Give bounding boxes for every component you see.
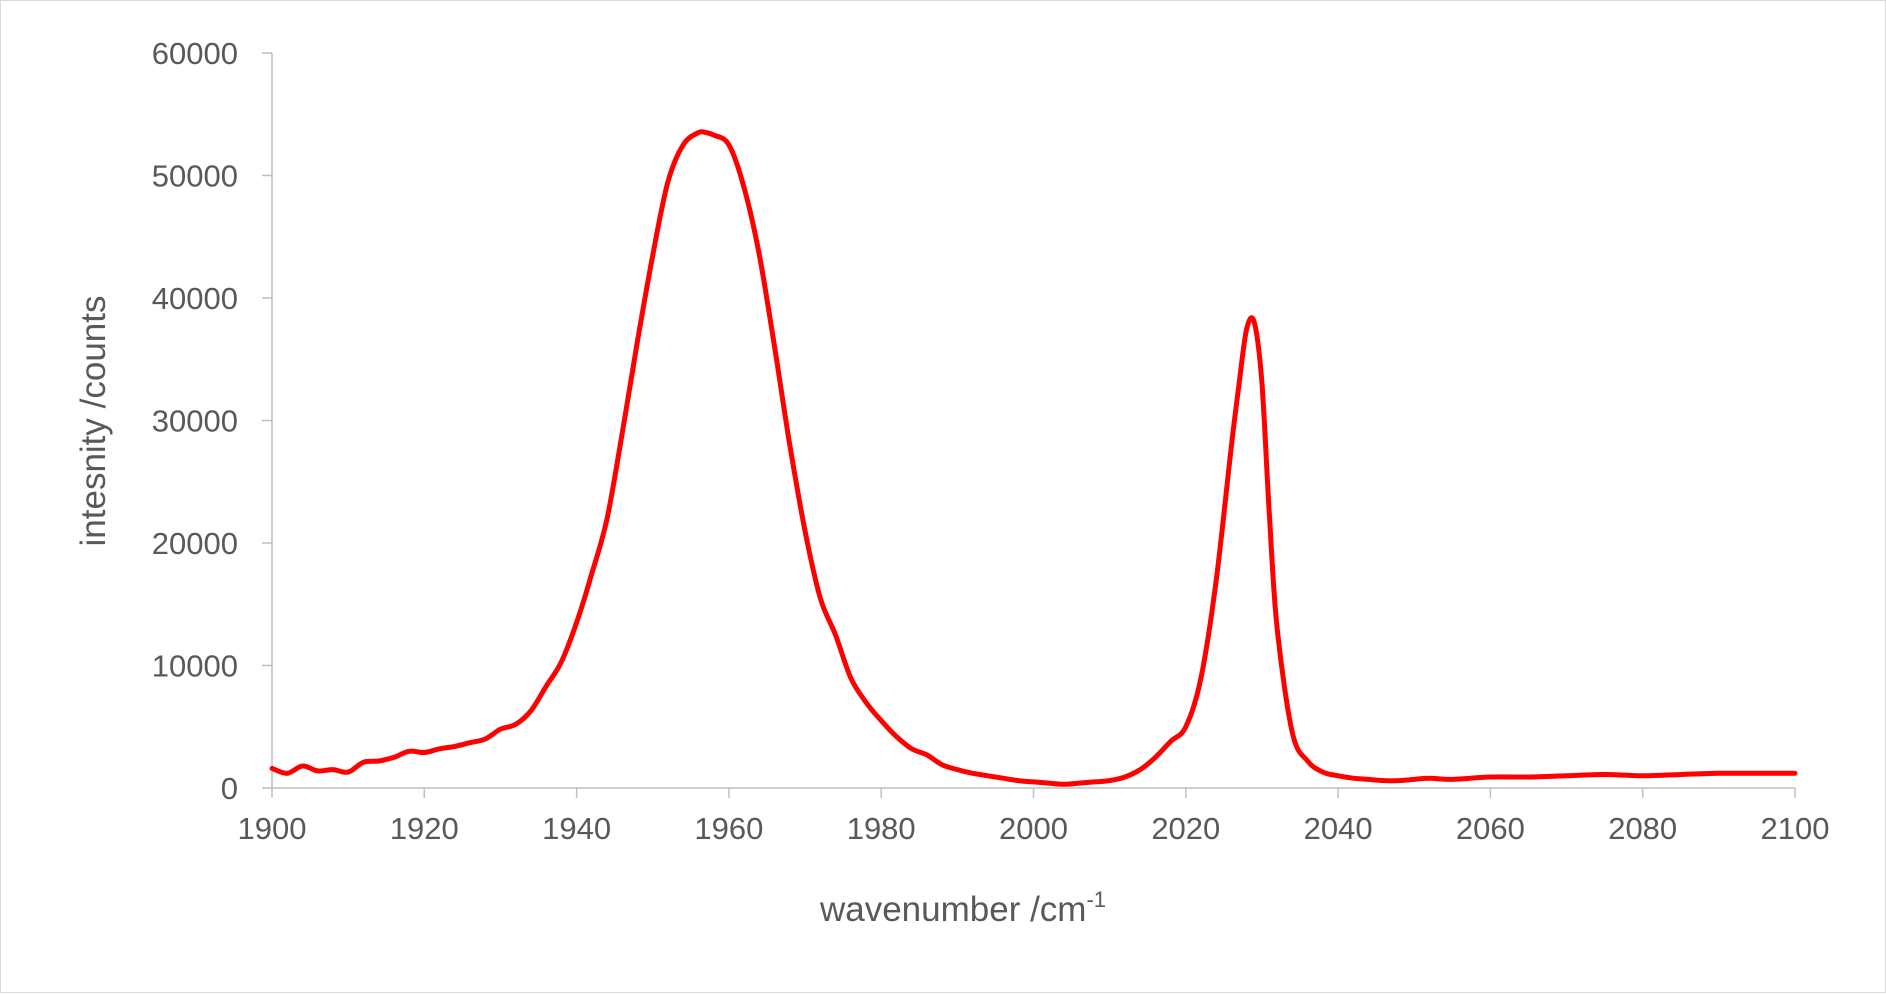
y-axis-title: intesnity /counts — [74, 296, 113, 547]
series-line — [269, 129, 1798, 787]
x-axis-title-superscript: -1 — [1086, 887, 1106, 912]
x-axis-title-text: wavenumber /cm — [819, 890, 1086, 929]
y-tick-label: 0 — [221, 771, 238, 806]
y-tick-label: 50000 — [152, 159, 238, 194]
y-tick-label: 10000 — [152, 649, 238, 684]
x-tick-label: 2060 — [1456, 811, 1525, 846]
y-tick-label: 40000 — [152, 281, 238, 316]
x-tick-label: 2000 — [999, 811, 1068, 846]
x-tick-label: 2040 — [1304, 811, 1373, 846]
x-tick-label: 1980 — [847, 811, 916, 846]
x-tick-label: 2020 — [1151, 811, 1220, 846]
x-tick-label: 1900 — [238, 811, 307, 846]
x-tick-label: 1920 — [390, 811, 459, 846]
x-tick-label: 2080 — [1608, 811, 1677, 846]
x-axis-title: wavenumber /cm-1 — [819, 887, 1106, 929]
x-axis: 1900 1920 1940 1960 1980 2000 2020 2040 2060 2080… — [238, 787, 1830, 846]
plot-series — [269, 129, 1798, 787]
x-tick-label: 1940 — [542, 811, 611, 846]
y-tick-label: 20000 — [152, 526, 238, 561]
x-tick-label: 1960 — [694, 811, 763, 846]
y-tick-label: 60000 — [152, 36, 238, 71]
x-tick-label: 2100 — [1761, 811, 1830, 846]
y-axis: 0 10000 20000 30000 40000 50000 60000 — [152, 36, 273, 806]
y-tick-label: 30000 — [152, 404, 238, 439]
